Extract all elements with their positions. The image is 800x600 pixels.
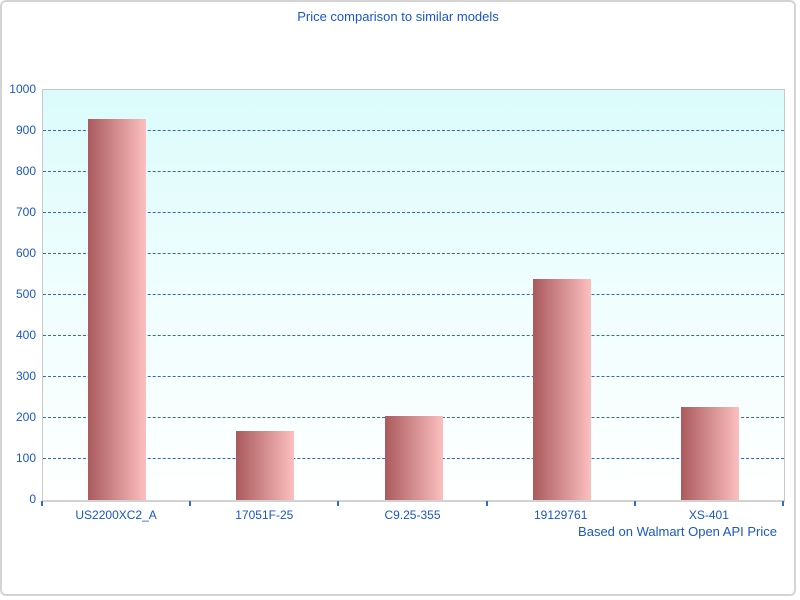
footer-note: Based on Walmart Open API Price [578,524,777,539]
y-axis-tick-label: 900 [15,123,36,137]
x-axis-labels: US2200XC2_A 17051F-25 C9.25-355 19129761 XS-… [42,508,783,524]
plot-area [42,89,785,502]
y-axis-labels: 0 100 200 300 400 500 600 700 800 900 1000 [2,83,36,505]
y-axis-tick-label: 500 [15,287,36,301]
gridline [43,212,784,213]
bar-XS-401 [680,407,739,500]
y-axis-tick-label: 400 [15,328,36,342]
x-axis-category-label: US2200XC2_A [75,508,157,522]
gridline [43,376,784,377]
x-axis-tick [782,501,784,506]
x-axis-category-label: 17051F-25 [235,508,294,522]
gridline [43,171,784,172]
y-axis-tick-label: 600 [15,246,36,260]
x-axis-tick [486,501,488,506]
gridline [43,130,784,131]
gridline [43,294,784,295]
y-axis-tick-label: 100 [15,451,36,465]
x-axis-tick [634,501,636,506]
bar-US2200XC2_A [88,119,147,500]
y-axis-tick-label: 800 [15,164,36,178]
y-axis-tick-label: 1000 [9,82,36,96]
gridline [43,253,784,254]
gridline [43,335,784,336]
y-axis-tick-label: 0 [29,492,36,506]
x-axis-category-label: C9.25-355 [384,508,441,522]
chart-title: Price comparison to similar models [297,9,499,24]
x-axis-category-label: 19129761 [533,508,588,522]
x-axis-tick [337,501,339,506]
x-axis-tick [41,501,43,506]
x-axis-category-label: XS-401 [688,508,729,522]
x-axis-tick [189,501,191,506]
y-axis-tick-label: 300 [15,369,36,383]
bar-17051F-25 [236,431,295,500]
y-axis-tick-label: 700 [15,205,36,219]
y-axis-tick-label: 200 [15,410,36,424]
bar-C9.25-355 [384,416,443,500]
bar-19129761 [532,279,591,500]
